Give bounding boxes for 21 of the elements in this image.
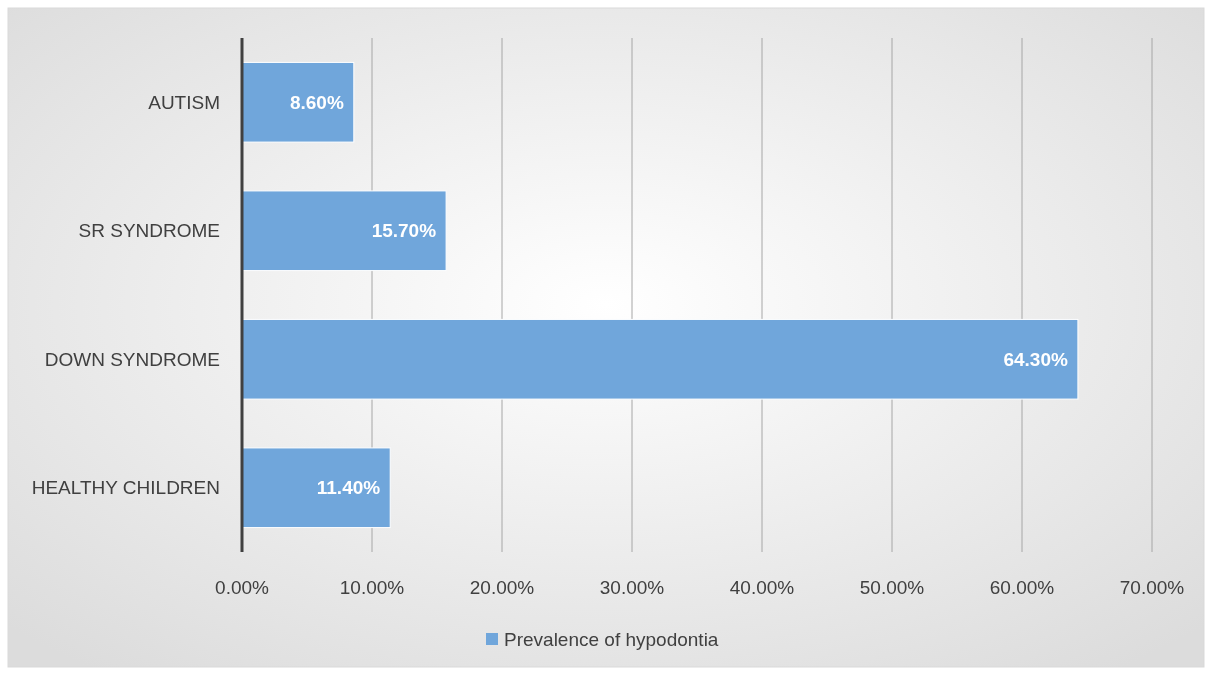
y-tick-label: DOWN SYNDROME bbox=[44, 348, 220, 370]
y-tick-label: SR SYNDROME bbox=[78, 220, 220, 242]
data-label: 8.60% bbox=[289, 91, 344, 113]
x-tick-label: 70.00% bbox=[1119, 577, 1185, 598]
y-tick-label: AUTISM bbox=[148, 91, 220, 113]
x-tick-label: 0.00% bbox=[215, 577, 270, 598]
x-tick-label: 10.00% bbox=[339, 577, 405, 598]
data-label: 11.40% bbox=[316, 477, 381, 499]
x-tick-label: 60.00% bbox=[989, 577, 1055, 598]
bar bbox=[241, 190, 447, 272]
x-tick-label: 20.00% bbox=[469, 577, 535, 598]
bar bbox=[241, 447, 391, 529]
bar bbox=[241, 318, 1079, 400]
data-label: 64.30% bbox=[1003, 348, 1068, 370]
bar bbox=[241, 61, 355, 143]
legend-entry: Prevalence of hypodontia bbox=[486, 628, 719, 650]
data-label: 15.70% bbox=[371, 220, 437, 242]
y-tick-label: HEALTHY CHILDREN bbox=[31, 477, 220, 499]
x-tick-label: 30.00% bbox=[599, 577, 665, 598]
x-tick-label: 40.00% bbox=[729, 577, 795, 598]
x-tick-label: 50.00% bbox=[859, 577, 925, 598]
